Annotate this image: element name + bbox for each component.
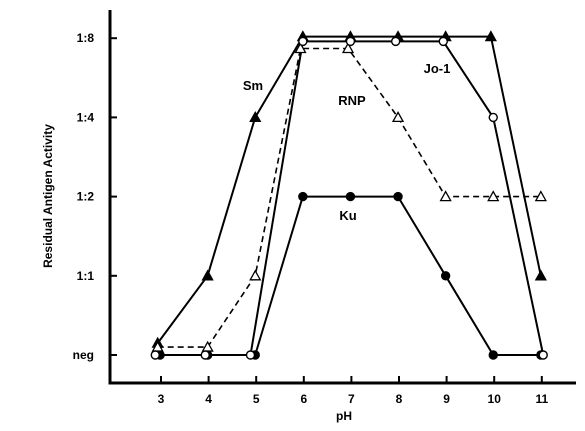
series-label-jo-1: Jo-1 [424, 61, 451, 76]
y-tick-label: 1:4 [77, 110, 95, 124]
data-point-sm [249, 111, 262, 123]
data-point-rnp [487, 190, 500, 202]
data-point-ku [298, 191, 308, 202]
data-point-rnp [249, 269, 262, 281]
data-point-jo-1 [438, 36, 448, 47]
series-label-rnp: RNP [338, 93, 366, 108]
data-point-rnp [294, 42, 307, 54]
x-tick-label: 4 [205, 392, 212, 406]
x-tick-label: 3 [158, 392, 165, 406]
series-line-sm [156, 35, 542, 344]
x-tick-label: 11 [535, 392, 548, 406]
data-point-rnp [341, 42, 355, 54]
series-label-ku: Ku [339, 208, 356, 223]
data-point-rnp [439, 190, 452, 202]
data-point-jo-1 [538, 350, 548, 360]
x-tick-label: 8 [396, 392, 403, 406]
data-point-rnp [201, 340, 214, 352]
x-tick-label: 10 [488, 392, 502, 406]
y-tick-label: 1:2 [77, 190, 95, 204]
data-point-jo-1 [245, 350, 256, 360]
data-point-rnp [391, 111, 405, 123]
data-point-rnp [534, 190, 547, 202]
y-axis-title: Residual Antigen Activity [41, 124, 55, 268]
chart-series-labels: Sm RNP Jo-1 Ku [243, 61, 450, 223]
series-label-sm: Sm [243, 78, 263, 93]
x-tick-label: 7 [348, 392, 355, 406]
data-point-sm [484, 30, 497, 42]
y-tick-label: 1:1 [77, 269, 95, 283]
x-tick-label: 5 [253, 392, 260, 406]
y-tick-label: neg [73, 348, 94, 362]
x-tick-label: 6 [300, 392, 307, 406]
data-point-sm [201, 269, 214, 281]
data-point-jo-1 [390, 36, 401, 47]
data-point-ku [440, 271, 451, 281]
data-point-ku [393, 191, 403, 202]
data-point-jo-1 [200, 350, 210, 360]
data-point-jo-1 [298, 36, 308, 47]
data-point-sm [534, 269, 547, 281]
x-axis-title: pH [336, 409, 352, 423]
data-point-jo-1 [488, 112, 498, 123]
chart-ticks: 3 4 5 6 7 8 9 10 11 neg 1:1 1:2 1:4 1:8 [73, 31, 549, 406]
y-tick-label: 1:8 [77, 31, 95, 45]
data-point-jo-1 [345, 36, 356, 47]
x-tick-label: 9 [443, 392, 450, 406]
data-point-ku [345, 191, 356, 202]
data-point-jo-1 [150, 350, 160, 360]
chart-series-markers [150, 30, 548, 360]
data-point-ku [488, 350, 498, 360]
